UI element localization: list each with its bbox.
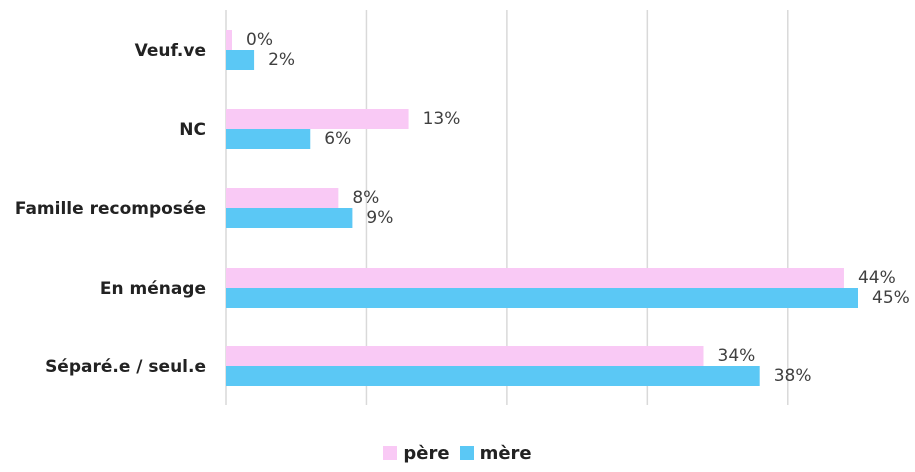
legend-swatch-pere [383,446,398,460]
bars [226,30,858,386]
value-label: 44% [858,268,896,288]
bar-pere [226,109,409,129]
value-label: 38% [774,366,812,386]
value-label: 8% [352,188,379,208]
category-label: NC [179,120,206,140]
bar-mere [226,208,353,228]
category-label: Veuf.ve [135,41,206,61]
bar-pere [226,188,339,208]
bar-mere [226,366,760,386]
value-label: 9% [366,208,393,228]
value-labels: 0%2% 13% 6% 8%9% 44%45% 34% 38% [246,30,910,386]
legend-label-mere: mère [479,442,532,464]
bar-mere [226,129,311,149]
value-label: 34% [718,346,756,366]
category-label: En ménage [100,279,206,299]
value-label: 6% [324,129,351,149]
value-label: 2% [268,50,295,70]
legend-label-pere: père [403,442,450,464]
value-label: 13% [423,109,461,129]
category-labels: Veuf.ve NC Famille recomposée En ménage Sépa… [15,41,206,377]
category-label: Famille recomposée [15,199,206,219]
gridlines [225,10,789,405]
value-label: 45% [872,288,910,308]
bar-mere [226,288,858,308]
legend: père mère [0,440,915,466]
value-label: 0% [246,30,273,50]
legend-item-pere: père [383,442,450,464]
category-label: Séparé.e / seul.e [45,357,206,377]
legend-swatch-mere [459,446,474,460]
bar-mere [226,50,255,70]
bar-pere [226,30,232,50]
bar-pere [226,346,704,366]
bar-pere [226,268,844,288]
legend-item-mere: mère [459,442,532,464]
